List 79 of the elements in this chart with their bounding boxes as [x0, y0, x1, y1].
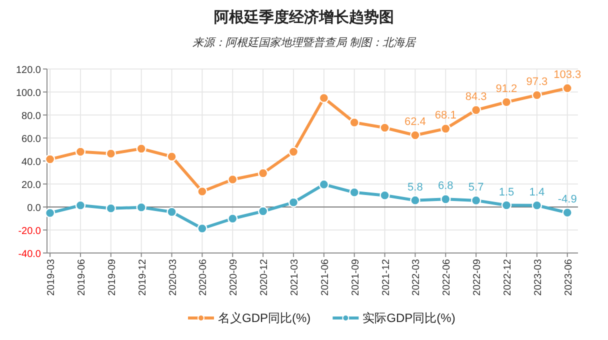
point	[562, 83, 572, 94]
point	[106, 148, 116, 159]
x-tick-label: 2021-09	[350, 258, 362, 296]
y-tick-label: 0.0	[27, 203, 42, 214]
x-tick-label: 2022-09	[472, 258, 484, 296]
point	[532, 200, 542, 210]
legend-label: 实际GDP同比(%)	[362, 311, 456, 325]
point	[349, 117, 360, 128]
x-tick-label: 2022-12	[502, 258, 514, 296]
y-tick-label: -40.0	[18, 249, 42, 260]
x-tick-label: 2023-06	[563, 258, 574, 296]
point	[197, 186, 208, 197]
data-label: 1.5	[498, 186, 514, 198]
y-tick-label: 80.0	[22, 111, 42, 122]
data-label: 84.3	[465, 91, 487, 104]
point	[136, 202, 146, 212]
point	[44, 208, 56, 218]
x-tick-label: 2021-12	[380, 258, 392, 296]
y-tick-label: 120.0	[16, 65, 42, 76]
x-tick-label: 2022-03	[411, 258, 422, 296]
x-tick-label: 2021-06	[320, 258, 331, 296]
point	[288, 146, 299, 157]
point	[440, 124, 451, 134]
point	[106, 203, 116, 214]
data-label: 1.4	[529, 186, 545, 198]
x-tick-label: 2019-03	[46, 258, 58, 296]
data-label: 68.1	[434, 110, 456, 122]
x-tick-label: 2022-06	[442, 258, 453, 296]
point	[75, 200, 86, 210]
chart-subtitle: 来源：阿根廷国家地理暨普查局 制图：北海居	[192, 36, 417, 49]
point	[470, 104, 482, 116]
y-tick-label: 20.0	[22, 180, 42, 191]
legend-label: 名义GDP同比(%)	[218, 311, 311, 325]
point	[440, 194, 451, 204]
point	[258, 168, 268, 178]
x-tick-label: 2023-03	[532, 258, 544, 296]
y-tick-label: 40.0	[22, 157, 42, 168]
point	[197, 223, 208, 234]
point	[288, 197, 299, 208]
point	[258, 206, 268, 216]
x-tick-label: 2019-06	[76, 258, 88, 296]
data-label: 97.3	[526, 76, 548, 88]
y-tick-label: 100.0	[16, 88, 42, 99]
y-tick-label: -20.0	[18, 226, 42, 237]
x-tick-label: 2019-09	[106, 258, 118, 296]
x-tick-label: 2020-03	[168, 258, 179, 296]
x-tick-label: 2020-06	[198, 258, 210, 296]
point	[532, 90, 542, 100]
point	[228, 214, 238, 224]
point	[410, 130, 420, 140]
x-tick-label: 2020-09	[228, 258, 240, 296]
point	[44, 154, 56, 164]
point	[349, 187, 360, 198]
point	[318, 92, 330, 104]
point	[470, 195, 482, 206]
point	[380, 190, 390, 200]
point	[501, 200, 512, 210]
point	[410, 195, 420, 206]
data-label: -4.9	[558, 194, 577, 206]
point	[318, 179, 330, 190]
y-tick-label: 60.0	[22, 134, 42, 145]
x-tick-label: 2019-12	[137, 258, 148, 296]
data-label: 5.7	[468, 181, 484, 194]
data-label: 103.3	[554, 69, 582, 82]
point	[75, 146, 86, 157]
x-tick-label: 2020-12	[259, 258, 270, 296]
point	[166, 152, 177, 162]
point	[501, 97, 512, 108]
data-label: 62.4	[404, 116, 426, 128]
point	[136, 144, 146, 154]
chart-title: 阿根廷季度经济增长趋势图	[214, 8, 394, 26]
point	[380, 122, 390, 133]
point	[166, 206, 177, 218]
data-label: 6.8	[438, 180, 454, 192]
point	[562, 208, 572, 218]
point	[228, 174, 238, 185]
data-label: 5.8	[408, 181, 423, 194]
x-tick-label: 2021-03	[289, 258, 300, 296]
data-label: 91.2	[496, 83, 518, 96]
